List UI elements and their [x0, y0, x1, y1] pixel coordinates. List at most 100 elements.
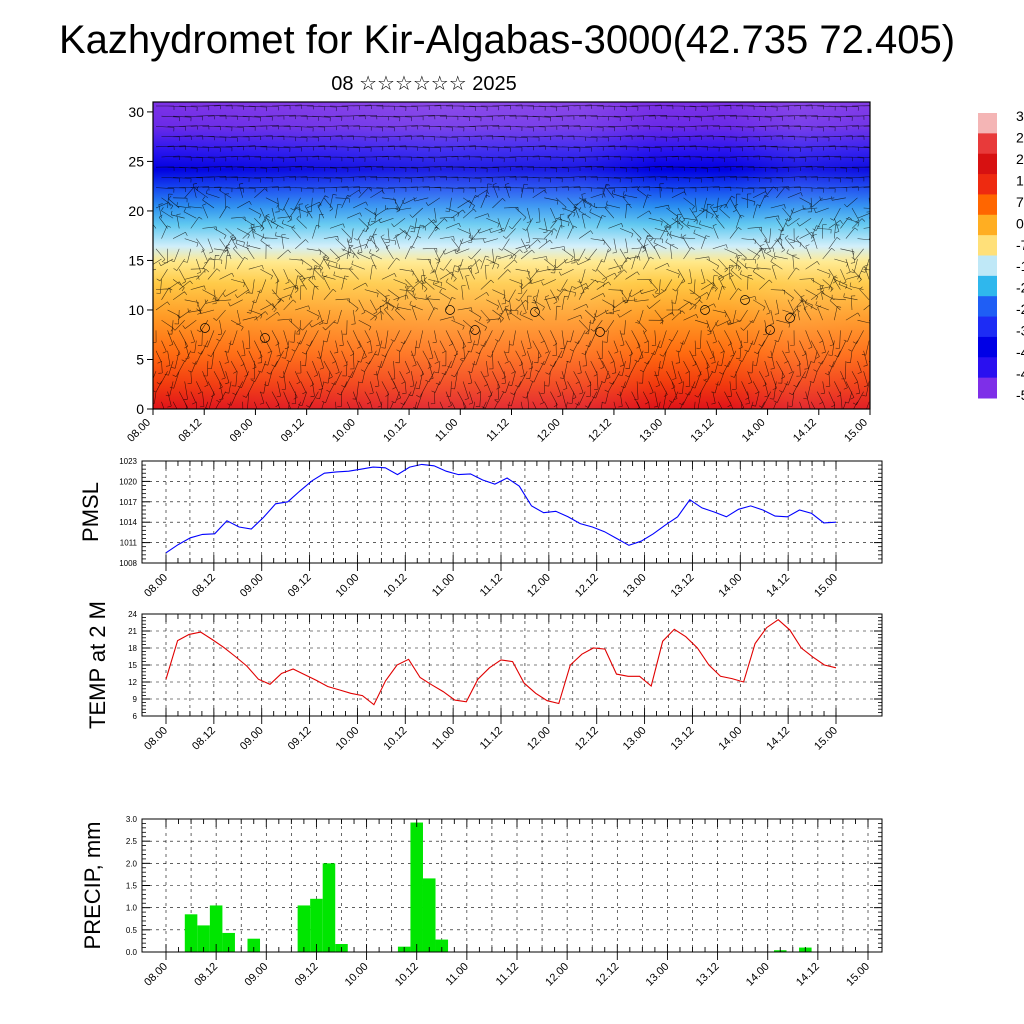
colorbar-segment	[978, 255, 997, 277]
colorbar-segment	[978, 113, 997, 134]
temp-xtick-label: 13.12	[669, 725, 697, 753]
colorbar-segment	[978, 174, 997, 195]
cs-xtick-label: 13.00	[637, 417, 665, 445]
cs-ytick-label: 20	[128, 203, 144, 219]
temp-xtick-label: 11.00	[430, 725, 457, 752]
temp-ytick-label: 21	[128, 627, 137, 636]
precip-xtick-label: 12.12	[593, 961, 621, 989]
colorbar-segment	[978, 133, 997, 155]
wind-vectors	[153, 104, 870, 409]
temp-panel: 6 9 12 15 18 21 24 08.00 08.12 09.00 09.12 10.00 10.…	[85, 601, 883, 753]
pmsl-xtick-label: 14.00	[716, 572, 744, 600]
pmsl-xtick-label: 15.00	[812, 572, 840, 600]
pmsl-frame	[141, 460, 883, 564]
pmsl-xtick-label: 12.12	[573, 572, 601, 600]
colorbar-label: 3	[1016, 108, 1024, 124]
precip-xtick-label: 14.00	[744, 961, 772, 989]
temp-ytick-label: 24	[128, 610, 137, 619]
temp-ytick-label: 18	[128, 644, 137, 653]
precip-bar	[322, 863, 336, 952]
colorbar-label: -5	[1016, 387, 1024, 403]
pmsl-xtick-label: 13.12	[669, 572, 697, 600]
colorbar: 3 2 2 1 7 0 -7 -1 -2 -2 -3 -4 -4 -5	[978, 108, 1024, 403]
cs-xtick-label: 10.00	[330, 417, 358, 445]
colorbar-label: 1	[1016, 172, 1024, 188]
colorbar-segment	[978, 296, 997, 318]
temp-xtick-label: 14.00	[716, 725, 744, 753]
temp-xtick-label: 10.12	[381, 725, 409, 753]
temp-frame	[141, 613, 883, 717]
precip-bar	[310, 898, 323, 952]
temp-xtick-label: 14.12	[764, 725, 792, 753]
precip-bar	[297, 905, 311, 952]
cross-section-panel: 0 5 10 15 20 25 30 08.00 08.12 09.00 09.12 10.00 10.…	[125, 101, 871, 445]
temp-ytick-label: 9	[133, 695, 138, 704]
temp-ytick-label: 15	[128, 661, 137, 670]
colorbar-label: -4	[1016, 344, 1024, 360]
precip-xtick-label: 15.00	[844, 961, 872, 989]
colorbar-label: 0	[1016, 215, 1024, 231]
temp-xtick-label: 13.00	[621, 725, 649, 753]
page-subtitle: 08 ☆☆☆☆☆☆ 2025	[331, 73, 517, 95]
cs-xtick-label: 14.00	[740, 417, 768, 445]
precip-bar	[410, 822, 423, 952]
pmsl-ytick-label: 1014	[119, 518, 137, 527]
calm-circle	[765, 325, 775, 335]
colorbar-label: -2	[1016, 280, 1024, 296]
pmsl-xtick-label: 13.00	[621, 572, 649, 600]
precip-ytick-label: 0.5	[126, 926, 138, 935]
precip-bar	[209, 905, 223, 952]
colorbar-label: 2	[1016, 129, 1024, 145]
precip-bar	[247, 938, 261, 952]
cs-xtick-label: 11.00	[433, 417, 460, 444]
pmsl-xtick-label: 09.00	[238, 572, 266, 600]
cs-xtick-label: 09.00	[228, 417, 256, 445]
temp-xtick-label: 08.00	[142, 725, 170, 753]
precip-bar	[184, 914, 198, 952]
precip-ytick-label: 3.0	[126, 815, 138, 824]
precip-ytick-label: 1.0	[126, 904, 138, 913]
cs-xtick-label: 14.12	[791, 417, 819, 445]
pmsl-xtick-label: 08.00	[142, 572, 170, 600]
calm-circle	[260, 333, 270, 343]
pmsl-ylabel: PMSL	[78, 482, 103, 542]
cs-ytick-label: 30	[128, 104, 144, 120]
temp-xtick-label: 09.00	[238, 725, 266, 753]
cs-ytick-label: 5	[136, 351, 144, 367]
colorbar-label: -2	[1016, 301, 1024, 317]
calm-circle	[785, 313, 795, 323]
calm-circle	[530, 307, 540, 317]
precip-bar	[435, 939, 449, 952]
precip-xtick-label: 13.00	[644, 961, 672, 989]
colorbar-segment	[978, 316, 997, 338]
precip-bar	[422, 878, 436, 952]
precip-xtick-label: 09.00	[242, 961, 270, 989]
temp-ylabel: TEMP at 2 M	[85, 601, 110, 729]
precip-xtick-label: 08.00	[142, 961, 170, 989]
calm-circle	[740, 295, 750, 305]
colorbar-segment	[978, 153, 997, 175]
page-title: Kazhydromet for Kir-Algabas-3000(42.735 …	[58, 18, 956, 62]
pmsl-ytick-label: 1008	[119, 559, 137, 568]
precip-ytick-label: 2.0	[126, 859, 138, 868]
colorbar-label: -3	[1016, 323, 1024, 339]
temp-ytick-label: 12	[128, 678, 137, 687]
precip-ylabel: PRECIP, mm	[80, 822, 105, 950]
colorbar-label: -4	[1016, 366, 1024, 382]
cs-ytick-label: 10	[128, 302, 144, 318]
pmsl-xtick-label: 11.00	[430, 572, 457, 599]
precip-bar	[222, 932, 235, 952]
temp-ytick-label: 6	[133, 712, 138, 721]
cs-xtick-label: 08.12	[176, 417, 204, 445]
calm-circle	[470, 325, 480, 335]
colorbar-label: -1	[1016, 258, 1024, 274]
precip-xtick-label: 10.00	[343, 961, 371, 989]
colorbar-segment	[978, 336, 997, 358]
cs-xtick-label: 15.00	[842, 417, 870, 445]
pmsl-ytick-label: 1023	[119, 457, 137, 466]
calm-circle	[445, 305, 455, 315]
cs-xtick-label: 12.00	[535, 417, 563, 445]
colorbar-segment	[978, 214, 997, 236]
precip-xtick-label: 12.00	[543, 961, 571, 989]
precip-ytick-label: 2.5	[126, 837, 138, 846]
